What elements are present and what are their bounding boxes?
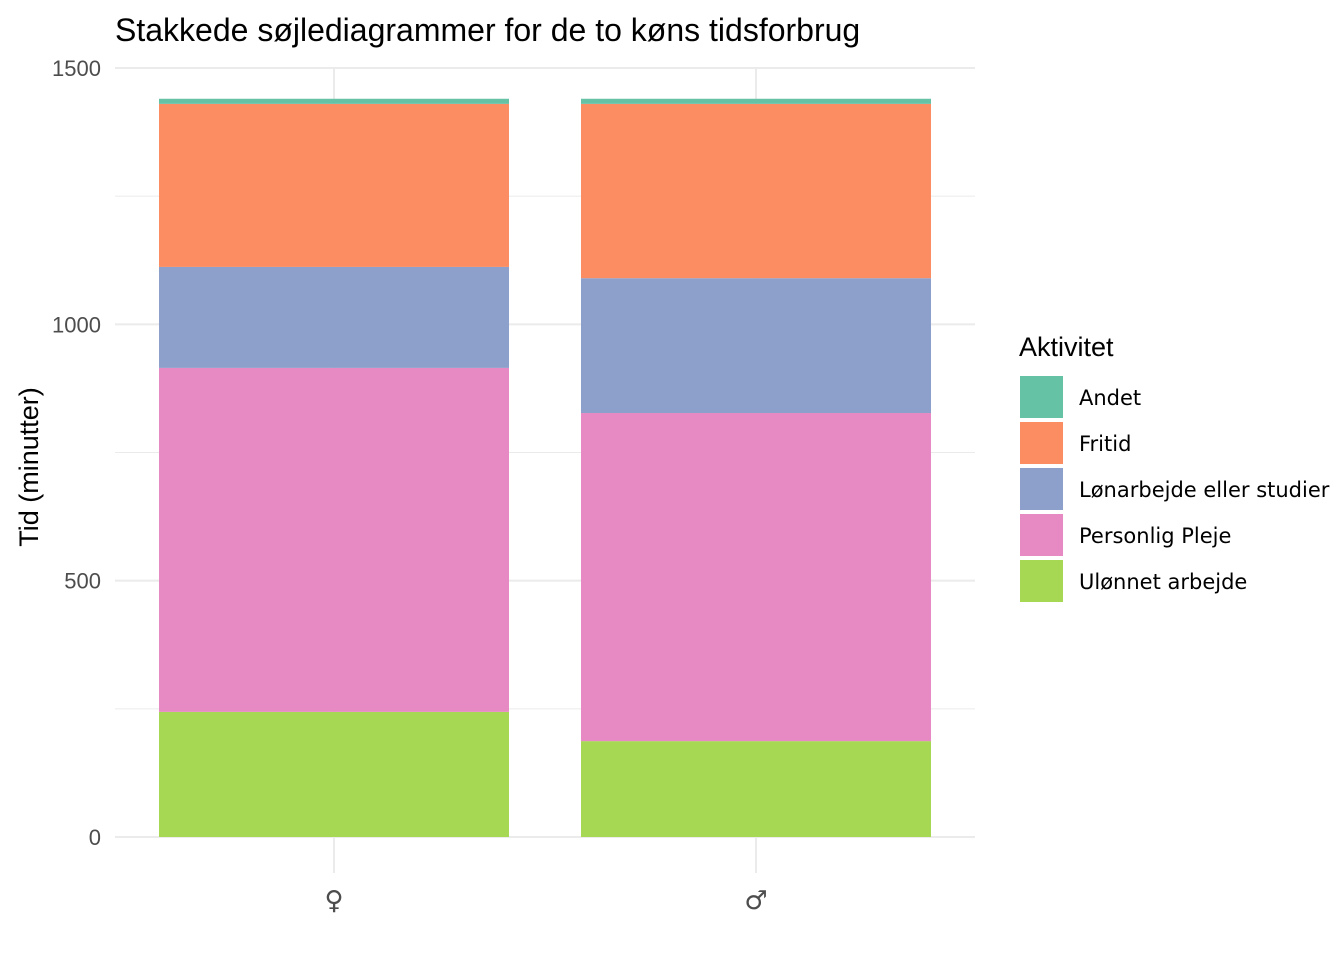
bar-segment-0-4 [159, 98, 509, 104]
bar-segment-0-1 [159, 367, 509, 712]
y-axis-label: Tid (minutter) [14, 387, 44, 547]
bar-segment-0-2 [159, 266, 509, 368]
y-tick-label-0: 0 [89, 825, 101, 850]
chart-title: Stakkede søjlediagrammer for de to køns … [115, 12, 860, 48]
y-tick-label-3: 1500 [52, 56, 101, 81]
bar-segment-1-2 [581, 278, 931, 414]
y-axis-ticks: 0 500 1000 1500 [52, 56, 101, 850]
y-tick-label-1: 500 [64, 569, 101, 594]
bar-segment-1-3 [581, 103, 931, 279]
legend-label-3: Personlig Pleje [1079, 524, 1231, 548]
bar-segment-1-0 [581, 741, 931, 837]
legend-swatch-4 [1020, 560, 1063, 602]
legend-swatch-0 [1020, 376, 1063, 418]
legend-swatch-2 [1020, 468, 1063, 510]
bar-segment-0-3 [159, 103, 509, 267]
legend-label-1: Fritid [1079, 432, 1131, 456]
legend-label-0: Andet [1079, 386, 1141, 410]
bars [159, 98, 931, 837]
bar-segment-1-1 [581, 413, 931, 742]
legend-swatch-1 [1020, 422, 1063, 464]
legend-title: Aktivitet [1019, 332, 1114, 362]
legend-label-4: Ulønnet arbejde [1079, 570, 1247, 594]
x-tick-label-0: ♀ [324, 886, 343, 916]
legend-items: Andet Fritid Lønarbejde eller studier Perso… [1020, 376, 1330, 602]
bar-segment-0-0 [159, 711, 509, 837]
x-axis-ticks: ♀ ♂ [324, 886, 767, 916]
legend: Aktivitet Andet Fritid Lønarbejde eller st… [1019, 332, 1330, 602]
legend-swatch-3 [1020, 514, 1063, 556]
y-tick-label-2: 1000 [52, 312, 101, 337]
legend-label-2: Lønarbejde eller studier [1079, 478, 1330, 502]
x-tick-label-1: ♂ [744, 886, 767, 916]
bar-segment-1-4 [581, 98, 931, 104]
